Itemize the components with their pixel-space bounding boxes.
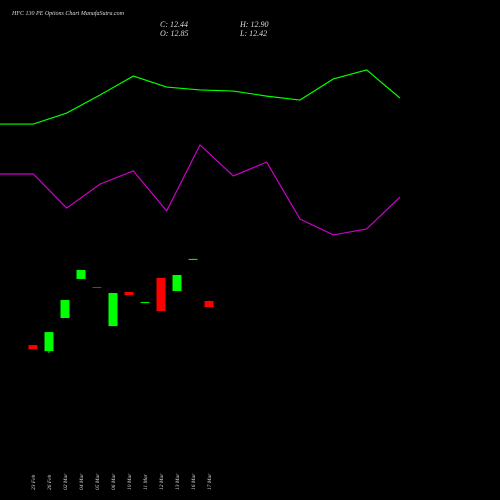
x-tick-label: 13 Mar bbox=[175, 473, 181, 490]
x-tick-label: 10 Mar bbox=[127, 473, 133, 490]
open-label: O: 12.85 bbox=[160, 29, 188, 38]
x-tick-label: 11 Mar bbox=[143, 473, 149, 490]
x-tick-label: 05 Mar bbox=[95, 473, 101, 490]
candle-body bbox=[108, 293, 118, 327]
chart-title: HFC 130 PE Options Chart ManafaSutra.com bbox=[11, 10, 125, 17]
high-label: H: 12.90 bbox=[239, 20, 268, 29]
close-label: C: 12.44 bbox=[160, 20, 188, 29]
x-tick-label: 12 Mar bbox=[159, 473, 165, 490]
candle-body bbox=[76, 270, 86, 279]
candle-body bbox=[172, 274, 182, 292]
candle-body bbox=[124, 291, 134, 296]
candle-body bbox=[60, 300, 70, 319]
candle-body bbox=[44, 332, 54, 352]
x-tick-label: 26 Feb bbox=[47, 474, 53, 490]
candle-body bbox=[188, 258, 198, 260]
x-tick-label: 17 Mar bbox=[207, 473, 213, 490]
x-tick-label: 23 Feb bbox=[31, 474, 37, 490]
candle-body bbox=[156, 277, 166, 312]
x-tick-label: 02 Mar bbox=[63, 473, 69, 490]
x-tick-label: 06 Mar bbox=[111, 473, 117, 490]
indicator-line bbox=[0, 69, 401, 125]
candle-body bbox=[204, 301, 214, 308]
candle-body bbox=[92, 286, 102, 289]
x-tick-label: 04 Mar bbox=[78, 473, 85, 490]
candle-body bbox=[140, 302, 150, 304]
low-label: L: 12.42 bbox=[239, 29, 267, 38]
candle-body bbox=[28, 345, 38, 350]
indicator-line bbox=[0, 143, 401, 236]
x-tick-label: 16 Mar bbox=[191, 473, 197, 490]
